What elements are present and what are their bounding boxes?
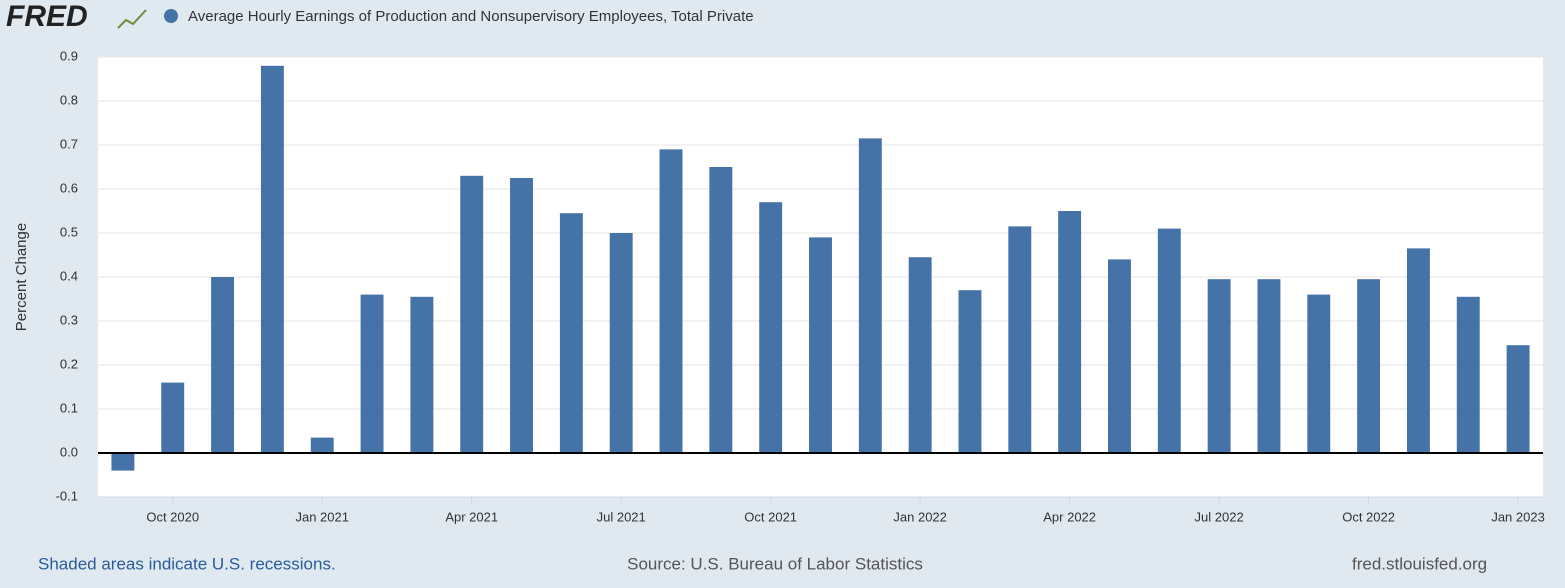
bar xyxy=(211,277,235,453)
y-tick-label: 0.4 xyxy=(60,268,78,283)
bar xyxy=(1406,248,1430,453)
bar xyxy=(161,382,185,453)
x-tick-label: Apr 2022 xyxy=(1043,509,1096,524)
bar xyxy=(460,175,484,454)
bar xyxy=(1207,279,1231,453)
bar xyxy=(360,294,384,453)
y-tick-label: 0.7 xyxy=(60,136,78,151)
bar xyxy=(659,149,683,453)
x-tick-label: Oct 2020 xyxy=(146,509,199,524)
bar xyxy=(908,257,932,453)
bar xyxy=(310,437,334,453)
bar xyxy=(111,453,135,471)
legend-marker xyxy=(164,9,178,23)
bar xyxy=(559,213,583,453)
y-axis-label: Percent Change xyxy=(13,223,30,331)
site: fred.stlouisfed.org xyxy=(1352,554,1487,573)
y-tick-label: 0.8 xyxy=(60,92,78,107)
bar xyxy=(609,233,633,453)
y-tick-label: 0.2 xyxy=(60,356,78,371)
bar xyxy=(1108,259,1131,453)
logo: FRED xyxy=(6,0,88,33)
bar xyxy=(709,167,733,453)
x-tick-label: Oct 2021 xyxy=(744,509,797,524)
x-tick-label: Jul 2021 xyxy=(597,509,646,524)
bar xyxy=(1506,345,1530,453)
x-tick-label: Jan 2022 xyxy=(893,509,947,524)
legend-label: Average Hourly Earnings of Production an… xyxy=(188,8,754,25)
bar xyxy=(1257,279,1281,453)
bar xyxy=(1008,226,1032,453)
y-tick-label: 0.0 xyxy=(60,444,78,459)
x-tick-label: Apr 2021 xyxy=(445,509,498,524)
bar xyxy=(759,202,783,453)
y-tick-label: 0.5 xyxy=(60,224,78,239)
bar xyxy=(1058,211,1082,453)
bar xyxy=(1307,294,1331,453)
bar xyxy=(1157,228,1181,453)
x-tick-label: Jul 2022 xyxy=(1195,509,1244,524)
y-tick-label: 0.3 xyxy=(60,312,78,327)
y-tick-label: 0.1 xyxy=(60,400,78,415)
x-tick-label: Jan 2021 xyxy=(295,509,349,524)
y-tick-label: 0.6 xyxy=(60,180,78,195)
y-tick-label: 0.9 xyxy=(60,48,78,63)
logo-icon xyxy=(117,9,147,29)
bar xyxy=(809,237,832,453)
source: Source: U.S. Bureau of Labor Statistics xyxy=(627,554,923,573)
bar xyxy=(858,138,882,453)
y-tick-label: -0.1 xyxy=(56,488,78,503)
bar xyxy=(958,290,982,453)
bar xyxy=(1456,296,1480,453)
bar xyxy=(1357,279,1381,453)
x-tick-label: Jan 2023 xyxy=(1491,509,1545,524)
bar xyxy=(260,65,284,454)
bar xyxy=(410,296,434,453)
recession-note[interactable]: Shaded areas indicate U.S. recessions. xyxy=(38,554,336,573)
x-tick-label: Oct 2022 xyxy=(1342,509,1395,524)
bar xyxy=(510,178,533,453)
